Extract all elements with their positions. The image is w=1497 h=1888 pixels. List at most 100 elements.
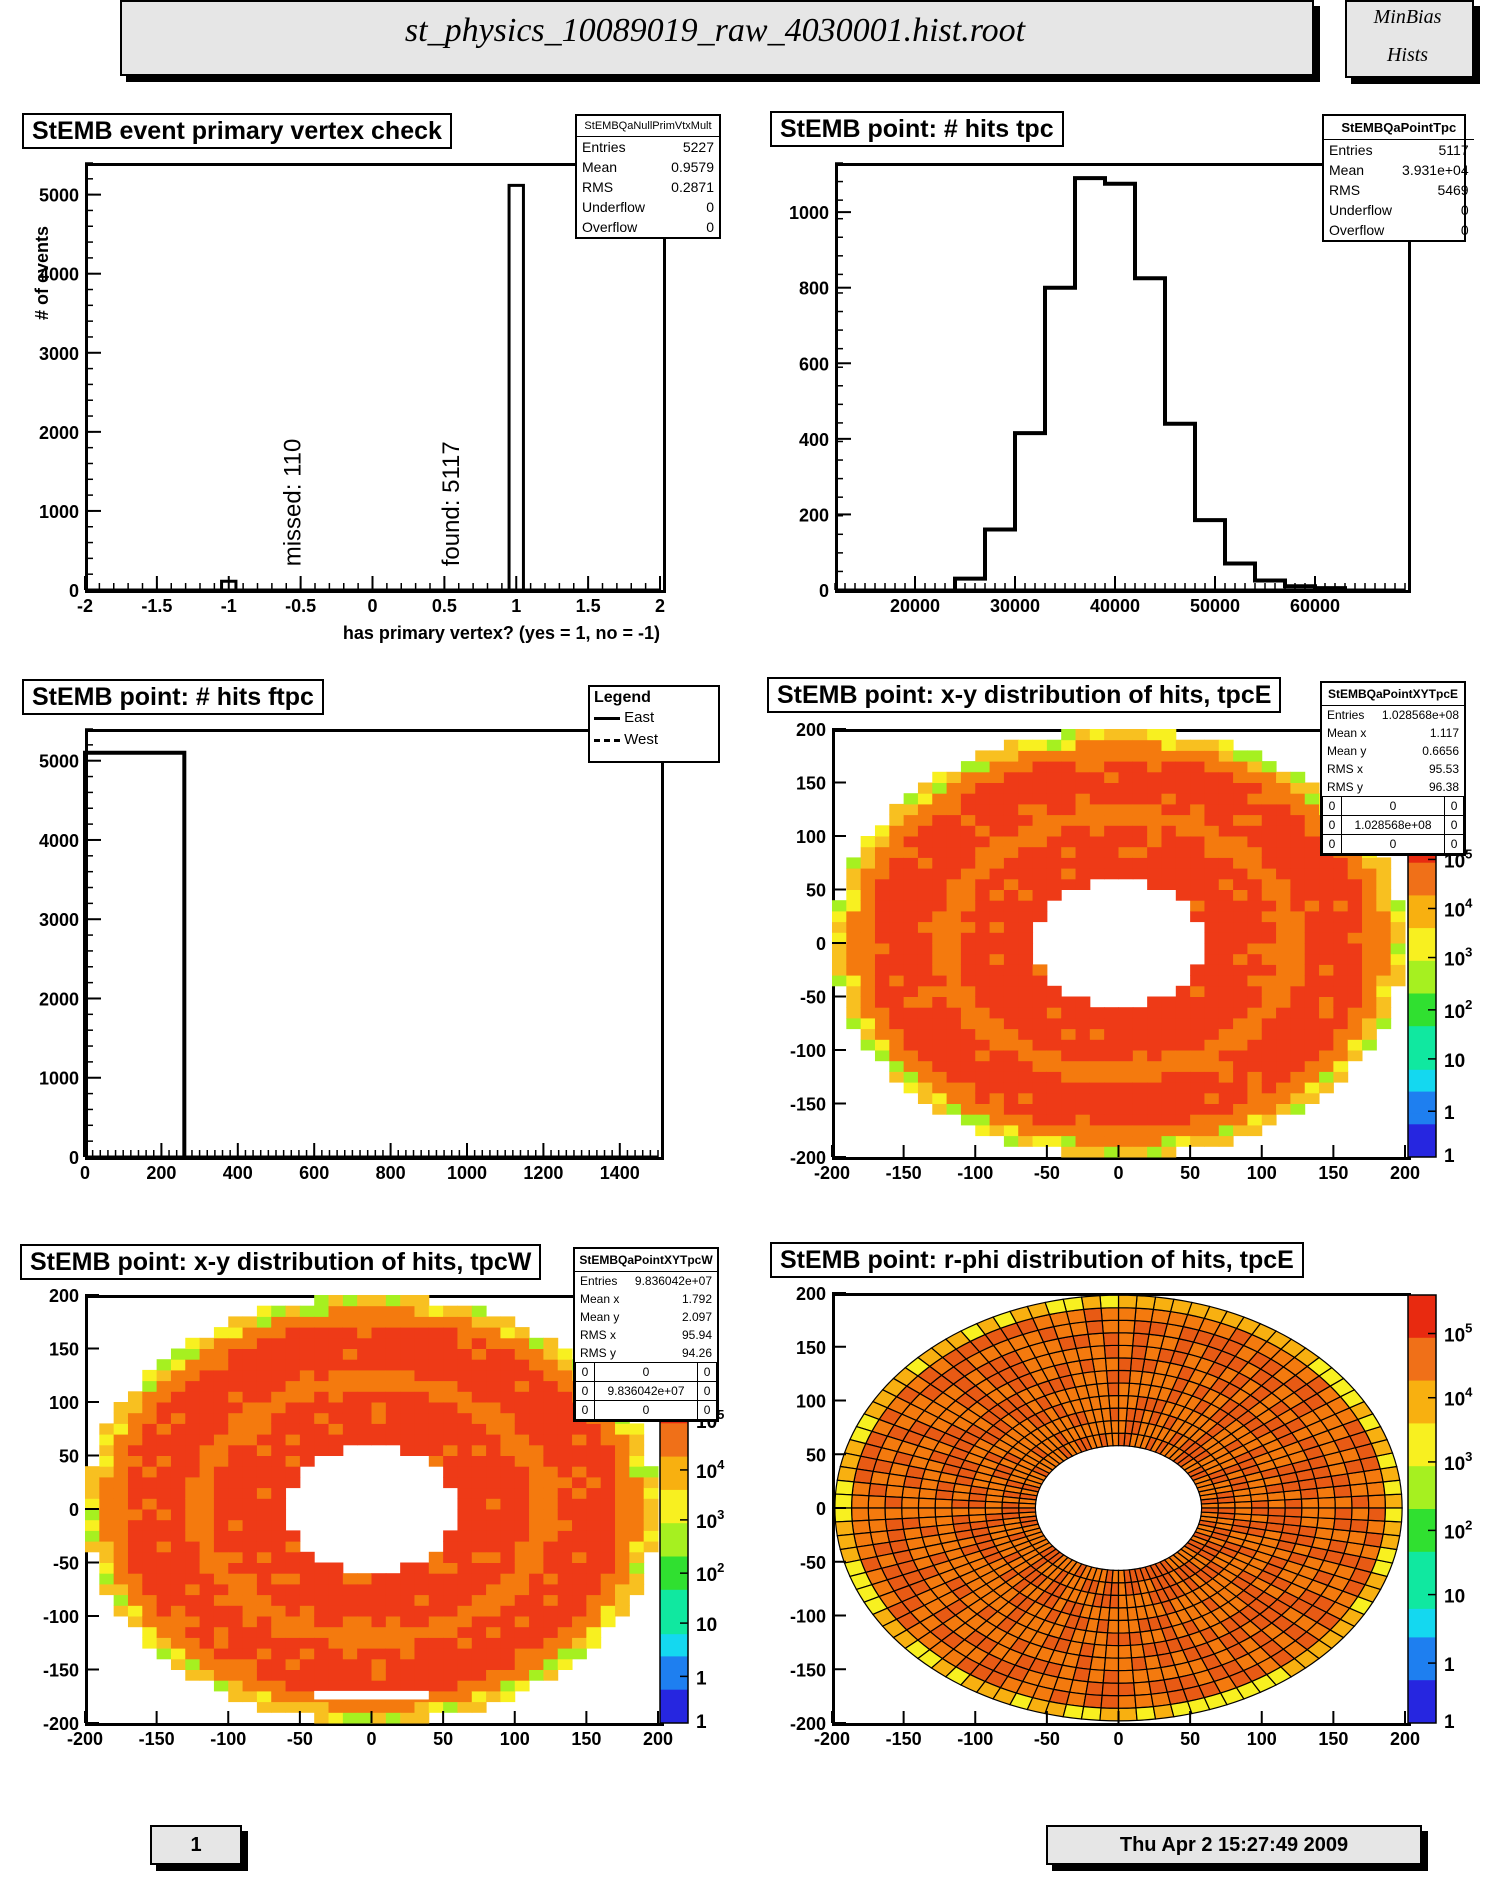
- heatmap-cell: [989, 900, 1005, 912]
- heatmap-cell: [457, 1455, 473, 1467]
- heatmap-cell: [1247, 985, 1263, 997]
- heatmap-cell: [1061, 857, 1077, 869]
- heatmap-cell: [142, 1519, 158, 1531]
- heatmap-cell: [1147, 996, 1162, 1008]
- heatmap-cell: [1118, 729, 1134, 741]
- heatmap-cell: [975, 761, 991, 773]
- heatmap-cell: [1233, 1017, 1248, 1030]
- heatmap-cell: [127, 1519, 143, 1531]
- heatmap-cell: [1118, 761, 1134, 773]
- heatmap-cell: [1290, 878, 1306, 890]
- heatmap-cell: [1261, 868, 1277, 880]
- heatmap-cell: [443, 1337, 458, 1349]
- heatmap-cell: [932, 836, 948, 848]
- colorbar-cell: [660, 1600, 688, 1613]
- heatmap-cell: [271, 1327, 287, 1339]
- rphi-cell: [1379, 1533, 1401, 1551]
- heatmap-cell: [1190, 750, 1205, 762]
- heatmap-cell: [946, 836, 962, 848]
- heatmap-cell: [514, 1669, 530, 1681]
- heatmap-cell: [917, 943, 933, 955]
- heatmap-cell: [989, 878, 1005, 890]
- heatmap-cell: [572, 1541, 587, 1553]
- heatmap-cell: [860, 1017, 876, 1030]
- heatmap-cell: [1075, 803, 1091, 816]
- heatmap-cell: [889, 900, 905, 912]
- heatmap-cell: [414, 1616, 430, 1628]
- heatmap-cell: [1233, 985, 1248, 997]
- heatmap-cell: [1032, 878, 1048, 890]
- heatmap-cell: [1362, 996, 1377, 1008]
- heatmap-cell: [1304, 857, 1320, 869]
- heatmap-cell: [946, 1050, 962, 1062]
- heatmap-cell: [443, 1305, 458, 1317]
- heatmap-cell: [1247, 878, 1263, 890]
- heatmap-cell: [357, 1316, 372, 1328]
- heatmap-cell: [1132, 1028, 1148, 1040]
- heatmap-cell: [832, 964, 847, 976]
- heatmap-cell: [414, 1648, 430, 1660]
- stats-cell: 0: [697, 1400, 717, 1420]
- heatmap-cell: [228, 1402, 244, 1414]
- heatmap-cell: [1018, 889, 1034, 901]
- heatmap-cell: [1075, 793, 1091, 805]
- heatmap-cell: [271, 1616, 287, 1628]
- heatmap-cell: [1003, 985, 1019, 997]
- heatmap-cell: [256, 1391, 272, 1403]
- heatmap-cell: [228, 1658, 244, 1670]
- heatmap-cell: [874, 953, 890, 965]
- heatmap-cell: [1104, 771, 1119, 783]
- rphi-cell: [1101, 1319, 1120, 1334]
- heatmap-cell: [1233, 1039, 1248, 1051]
- heatmap-cell: [443, 1434, 458, 1446]
- heatmap-cell: [600, 1530, 616, 1542]
- heatmap-cell: [428, 1423, 444, 1435]
- heatmap-cell: [1061, 868, 1077, 880]
- heatmap-cell: [471, 1626, 487, 1638]
- heatmap-cell: [615, 1434, 630, 1446]
- heatmap-cell: [1147, 1092, 1162, 1104]
- heatmap-cell: [1233, 793, 1248, 805]
- heatmap-cell: [357, 1402, 372, 1414]
- panel6-title: StEMB point: r-phi distribution of hits,…: [770, 1242, 1304, 1278]
- heatmap-cell: [371, 1402, 387, 1414]
- heatmap-cell: [1046, 878, 1062, 890]
- y-tick-label: 200: [799, 505, 829, 525]
- heatmap-cell: [400, 1412, 415, 1424]
- heatmap-cell: [846, 868, 862, 880]
- heatmap-cell: [1118, 1007, 1134, 1019]
- heatmap-cell: [500, 1594, 516, 1606]
- heatmap-cell: [371, 1391, 387, 1403]
- heatmap-cell: [1061, 1017, 1077, 1030]
- x-tick-label: 0: [1113, 1729, 1123, 1749]
- heatmap-cell: [471, 1669, 487, 1681]
- heatmap-cell: [1089, 793, 1105, 805]
- heatmap-cell: [989, 782, 1005, 794]
- heatmap-cell: [142, 1391, 158, 1403]
- heatmap-cell: [457, 1391, 473, 1403]
- heatmap-cell: [328, 1594, 344, 1606]
- heatmap-cell: [946, 1007, 962, 1019]
- heatmap-cell: [1276, 889, 1291, 901]
- heatmap-cell: [486, 1562, 501, 1574]
- heatmap-cell: [1247, 900, 1263, 912]
- heatmap-cell: [1204, 921, 1220, 933]
- heatmap-cell: [1118, 1114, 1134, 1126]
- heatmap-cell: [1147, 878, 1162, 890]
- colorbar-cell: [1408, 1102, 1436, 1114]
- legend-title: Legend: [594, 689, 651, 706]
- colorbar-cell: [1408, 1113, 1436, 1125]
- heatmap-cell: [1218, 803, 1234, 816]
- heatmap-cell: [1290, 857, 1306, 869]
- heatmap-cell: [1347, 900, 1363, 912]
- heatmap-cell: [228, 1348, 244, 1360]
- heatmap-cell: [932, 1071, 948, 1083]
- heatmap-cell: [170, 1466, 186, 1478]
- heatmap-cell: [989, 985, 1005, 997]
- heatmap-cell: [529, 1530, 544, 1542]
- heatmap-cell: [299, 1348, 315, 1360]
- heatmap-cell: [1276, 1017, 1291, 1030]
- heatmap-cell: [1061, 739, 1077, 751]
- rphi-cell: [934, 1489, 954, 1501]
- heatmap-cell: [1276, 996, 1291, 1008]
